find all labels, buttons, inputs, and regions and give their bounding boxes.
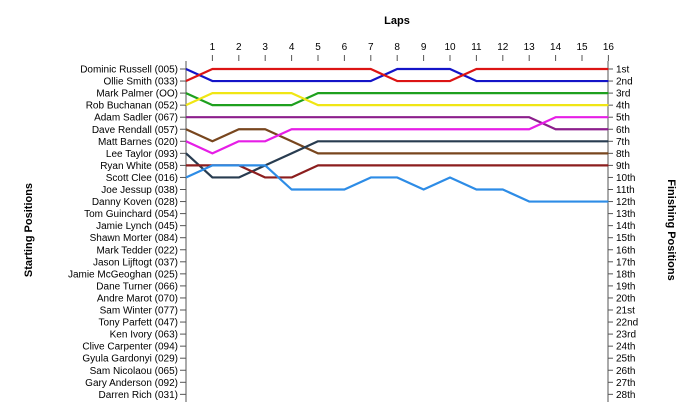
finishing-position-label: 4th xyxy=(616,101,630,112)
finishing-position-label: 5th xyxy=(616,113,630,124)
finishing-position-label: 28th xyxy=(616,390,635,401)
finishing-position-label: 18th xyxy=(616,269,635,280)
series-line-4 xyxy=(185,91,609,107)
driver-label: Rob Buchanan (052) xyxy=(86,101,178,112)
driver-label: Scott Clee (016) xyxy=(106,173,178,184)
driver-label: Adam Sadler (067) xyxy=(94,113,178,124)
x-tick-label: 5 xyxy=(315,42,321,53)
finishing-position-label: 25th xyxy=(616,354,635,365)
driver-label: Gary Anderson (092) xyxy=(85,378,178,389)
driver-label: Jason Lijftogt (037) xyxy=(93,257,178,268)
driver-label: Dave Rendall (057) xyxy=(92,125,178,136)
series-line-6 xyxy=(185,128,609,155)
driver-labels: Dominic Russell (005)Ollie Smith (033)Ma… xyxy=(68,65,186,401)
finishing-position-label: 1st xyxy=(616,65,630,76)
driver-label: Danny Koven (028) xyxy=(92,197,178,208)
x-tick-label: 8 xyxy=(394,42,400,53)
series-line-8 xyxy=(185,140,609,179)
finishing-position-label: 12th xyxy=(616,197,635,208)
driver-label: Mark Tedder (022) xyxy=(96,245,178,256)
driver-label: Ken Ivory (063) xyxy=(110,330,178,341)
x-tick-labels: 1 2 3 4 5 6 7 8 9 10 11 12 13 14 15 16 xyxy=(210,42,615,61)
finishing-position-label: 27th xyxy=(616,378,635,389)
x-tick-label: 12 xyxy=(497,42,509,53)
finishing-position-label: 6th xyxy=(616,125,630,136)
x-tick-label: 1 xyxy=(210,42,216,53)
driver-label: Jamie McGeoghan (025) xyxy=(68,269,178,280)
driver-label: Jamie Lynch (045) xyxy=(96,221,178,232)
series-line-5 xyxy=(186,116,609,131)
finishing-position-label: 7th xyxy=(616,137,630,148)
y-axis-label-left: Starting Positions xyxy=(23,183,35,277)
driver-label: Tom Guinchard (054) xyxy=(84,209,178,220)
finishing-position-label: 23rd xyxy=(616,330,636,341)
driver-label: Lee Taylor (093) xyxy=(106,149,178,160)
driver-label: Shawn Morter (084) xyxy=(90,233,178,244)
driver-label: Gyula Gardonyi (029) xyxy=(82,354,178,365)
x-tick-label: 11 xyxy=(471,42,482,53)
x-tick-label: 2 xyxy=(236,42,242,53)
driver-label: Tony Parfett (047) xyxy=(99,318,178,329)
x-tick-label: 7 xyxy=(368,42,374,53)
series-line-1 xyxy=(185,67,609,83)
finishing-position-label: 14th xyxy=(616,221,635,232)
series-line-10 xyxy=(185,164,609,203)
series-line-7 xyxy=(185,116,609,155)
finishing-position-label: 21st xyxy=(616,306,635,317)
x-tick-label: 15 xyxy=(576,42,588,53)
driver-label: Darren Rich (031) xyxy=(99,390,178,401)
driver-label: Ryan White (058) xyxy=(100,161,178,172)
x-tick-label: 6 xyxy=(342,42,348,53)
driver-label: Dane Turner (066) xyxy=(96,281,178,292)
finishing-position-label: 13th xyxy=(616,209,635,220)
finishing-position-label: 16th xyxy=(616,245,635,256)
finishing-position-label: 17th xyxy=(616,257,635,268)
finishing-position-label: 19th xyxy=(616,281,635,292)
series-line-3 xyxy=(185,91,609,107)
finishing-position-label: 2nd xyxy=(616,77,633,88)
finishing-position-label: 10th xyxy=(616,173,635,184)
driver-label: Sam Nicolaou (065) xyxy=(90,366,178,377)
series-line-2 xyxy=(185,67,609,83)
driver-label: Ollie Smith (033) xyxy=(104,77,178,88)
finishing-position-label: 22nd xyxy=(616,318,638,329)
finishing-position-label: 20th xyxy=(616,293,635,304)
finishing-position-label: 11th xyxy=(616,185,635,196)
finishing-position-label: 15th xyxy=(616,233,635,244)
x-tick-label: 16 xyxy=(603,42,615,53)
finishing-position-label: 24th xyxy=(616,342,635,353)
x-tick-label: 13 xyxy=(524,42,536,53)
driver-label: Andre Marot (070) xyxy=(97,293,178,304)
x-tick-label: 14 xyxy=(550,42,562,53)
driver-label: Sam Winter (077) xyxy=(100,306,178,317)
x-tick-label: 9 xyxy=(421,42,427,53)
series-lines xyxy=(185,67,609,203)
x-tick-label: 4 xyxy=(289,42,295,53)
x-tick-label: 10 xyxy=(444,42,456,53)
finishing-position-label: 9th xyxy=(616,161,630,172)
finishing-position-labels: 1st2nd3rd4th5th6th7th8th9th10th11th12th1… xyxy=(608,65,638,401)
finishing-position-label: 3rd xyxy=(616,89,630,100)
driver-label: Dominic Russell (005) xyxy=(80,65,178,76)
finishing-position-label: 8th xyxy=(616,149,630,160)
driver-label: Matt Barnes (020) xyxy=(98,137,178,148)
x-tick-label: 3 xyxy=(262,42,268,53)
driver-label: Joe Jessup (038) xyxy=(101,185,178,196)
finishing-position-label: 26th xyxy=(616,366,635,377)
y-axis-label-right: Finishing Positions xyxy=(665,179,677,280)
driver-label: Clive Carpenter (094) xyxy=(82,342,178,353)
driver-label: Mark Palmer (OO) xyxy=(96,89,178,100)
chart-title: Laps xyxy=(384,15,410,27)
series-line-9 xyxy=(186,164,609,179)
